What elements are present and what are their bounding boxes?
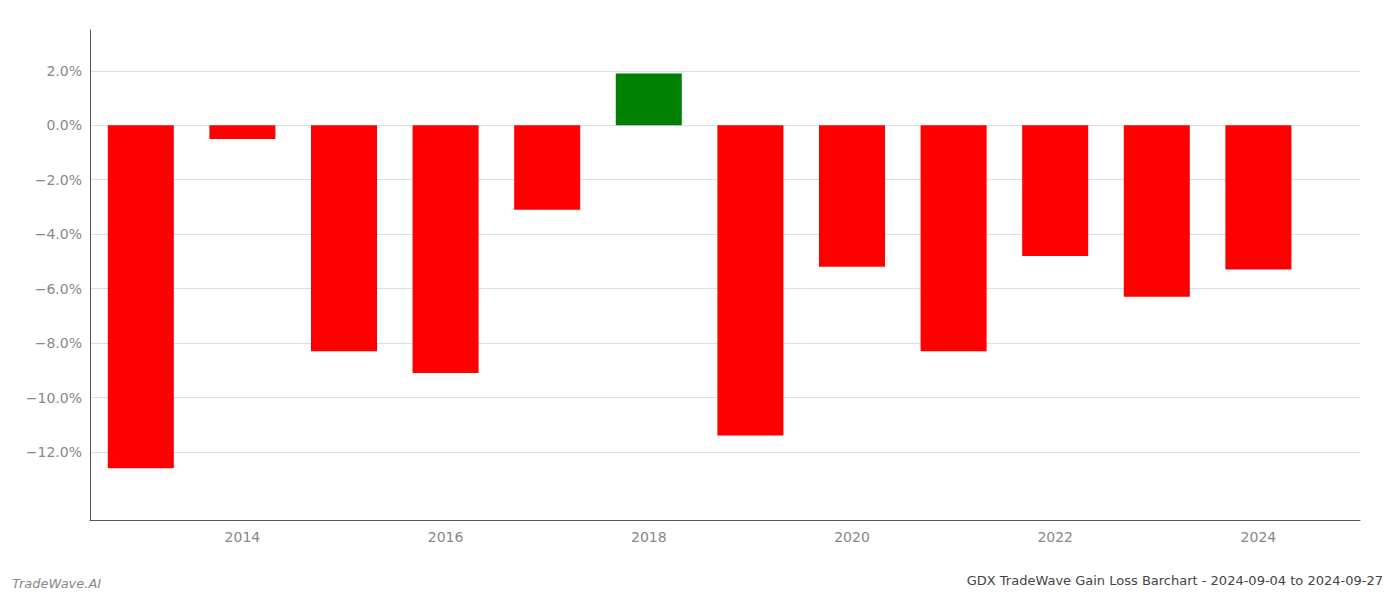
svg-text:TradeWave.AI: TradeWave.AI — [12, 576, 101, 591]
svg-text:−10.0%: −10.0% — [26, 390, 82, 406]
svg-text:−12.0%: −12.0% — [26, 444, 82, 460]
svg-text:−4.0%: −4.0% — [35, 226, 82, 242]
svg-text:−6.0%: −6.0% — [35, 281, 82, 297]
svg-text:−2.0%: −2.0% — [35, 172, 82, 188]
svg-text:2018: 2018 — [631, 529, 667, 545]
svg-text:2.0%: 2.0% — [46, 63, 82, 79]
svg-text:−8.0%: −8.0% — [35, 335, 82, 351]
svg-text:0.0%: 0.0% — [46, 117, 82, 133]
svg-text:2024: 2024 — [1241, 529, 1277, 545]
svg-text:2016: 2016 — [428, 529, 464, 545]
svg-text:2014: 2014 — [225, 529, 261, 545]
svg-text:GDX TradeWave Gain Loss Barcha: GDX TradeWave Gain Loss Barchart - 2024-… — [967, 573, 1383, 588]
svg-text:2022: 2022 — [1037, 529, 1073, 545]
svg-text:2020: 2020 — [834, 529, 870, 545]
